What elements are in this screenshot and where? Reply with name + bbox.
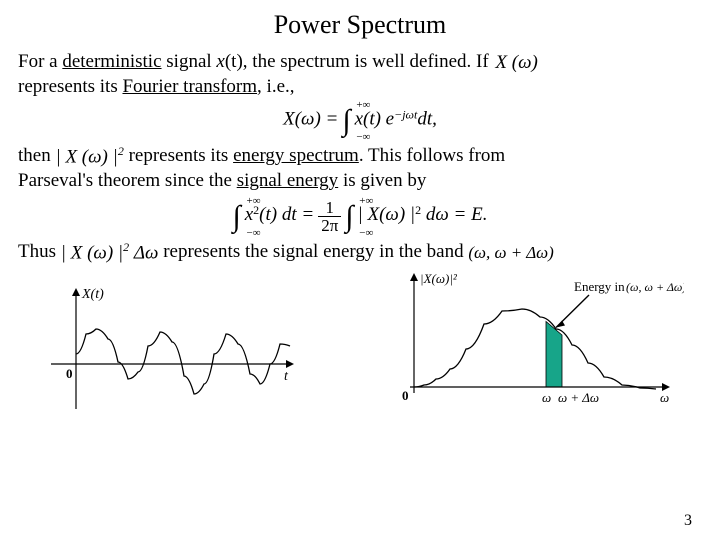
paragraph-3: Thus | X (ω) |2 Δω represents the signal…: [18, 240, 702, 265]
svg-text:(ω, ω + Δω): (ω, ω + Δω): [626, 280, 684, 294]
svg-text:0: 0: [66, 366, 73, 381]
txt: signal: [162, 51, 217, 72]
eq1-lhs: X(ω) =: [283, 109, 338, 130]
fraction-1-2pi: 12π: [318, 199, 341, 234]
txt: Parseval's theorem since the: [18, 170, 237, 191]
figure-time-domain: X(t) t 0: [36, 284, 296, 414]
inline-math-X-omega: X (ω): [495, 51, 537, 75]
inline-math-Xw-sq: | X (ω) |2: [55, 144, 123, 169]
equation-1: X(ω) = ∫+∞−∞ x(t) e−jωtdt,: [18, 104, 702, 138]
sq: 2: [123, 240, 129, 254]
svg-text:Energy in: Energy in: [574, 279, 625, 294]
integral-sign: ∫+∞−∞: [342, 104, 350, 138]
underline-energy-spectrum: energy spectrum: [233, 145, 359, 166]
txt: For a: [18, 51, 62, 72]
svg-text:|X(ω)|²: |X(ω)|²: [420, 271, 458, 286]
var-x: x: [216, 51, 224, 72]
txt: . This follows from: [359, 145, 505, 166]
svg-text:t: t: [284, 369, 289, 384]
frac-num: 1: [318, 199, 341, 217]
integral-sign: ∫+∞−∞: [345, 200, 353, 234]
txt: , i.e.,: [257, 76, 294, 97]
txt: represents its: [18, 76, 122, 97]
integral-sign: ∫+∞−∞: [233, 200, 241, 234]
txt: is given by: [338, 170, 426, 191]
eq1-exp: −jωt: [394, 108, 417, 122]
svg-text:ω + Δω: ω + Δω: [558, 390, 599, 405]
int-upper: +∞: [247, 195, 261, 207]
int-upper: +∞: [359, 195, 373, 207]
page-title: Power Spectrum: [18, 10, 702, 40]
eq2-end: dω = E.: [421, 204, 487, 225]
txt: represents its: [129, 145, 233, 166]
eq2-lhs2: (t) dt =: [259, 204, 314, 225]
svg-text:ω: ω: [542, 390, 551, 405]
paragraph-1: For a deterministic signal x(t), the spe…: [18, 50, 702, 98]
sq: 2: [118, 144, 124, 158]
svg-text:0: 0: [402, 388, 409, 403]
xw: | X (ω) |: [55, 147, 117, 168]
inline-math-band: (ω, ω + Δω): [468, 242, 553, 263]
paragraph-2: then | X (ω) |2 represents its energy sp…: [18, 144, 702, 193]
figure-spectrum: |X(ω)|² 0 ω ω + Δω ω Energy in(ω, ω + Δω): [384, 269, 684, 414]
eq2-x: x: [245, 204, 253, 225]
page-number: 3: [684, 512, 692, 530]
int-upper: +∞: [356, 99, 370, 111]
svg-text:X(t): X(t): [81, 287, 104, 302]
txt: (t), the spectrum is well defined. If: [225, 51, 494, 72]
eq1-integrand: x(t) e: [355, 109, 395, 130]
underline-deterministic: deterministic: [62, 51, 161, 72]
figure-row: X(t) t 0 |X(ω)|² 0 ω ω + Δω ω Energy in(ω, ω + …: [18, 269, 702, 414]
txt: then: [18, 145, 55, 166]
xw: | X (ω) |: [61, 243, 123, 264]
underline-signal-energy: signal energy: [237, 170, 339, 191]
svg-text:ω: ω: [660, 390, 669, 405]
underline-fourier: Fourier transform: [122, 76, 257, 97]
inline-math-Xw-sq-dw: | X (ω) |2 Δω: [61, 240, 159, 265]
equation-2: ∫+∞−∞ x2(t) dt = 12π ∫+∞−∞ | X(ω) |2 dω …: [18, 199, 702, 234]
int-lower: −∞: [247, 227, 261, 239]
txt: Thus: [18, 241, 61, 262]
eq1-end: dt,: [417, 109, 437, 130]
frac-den: 2π: [318, 217, 341, 234]
eq2-body: | X(ω) |: [358, 204, 416, 225]
int-lower: −∞: [359, 227, 373, 239]
dw: Δω: [134, 243, 159, 264]
txt: represents the signal energy in the band: [163, 241, 468, 262]
int-lower: −∞: [356, 131, 370, 143]
